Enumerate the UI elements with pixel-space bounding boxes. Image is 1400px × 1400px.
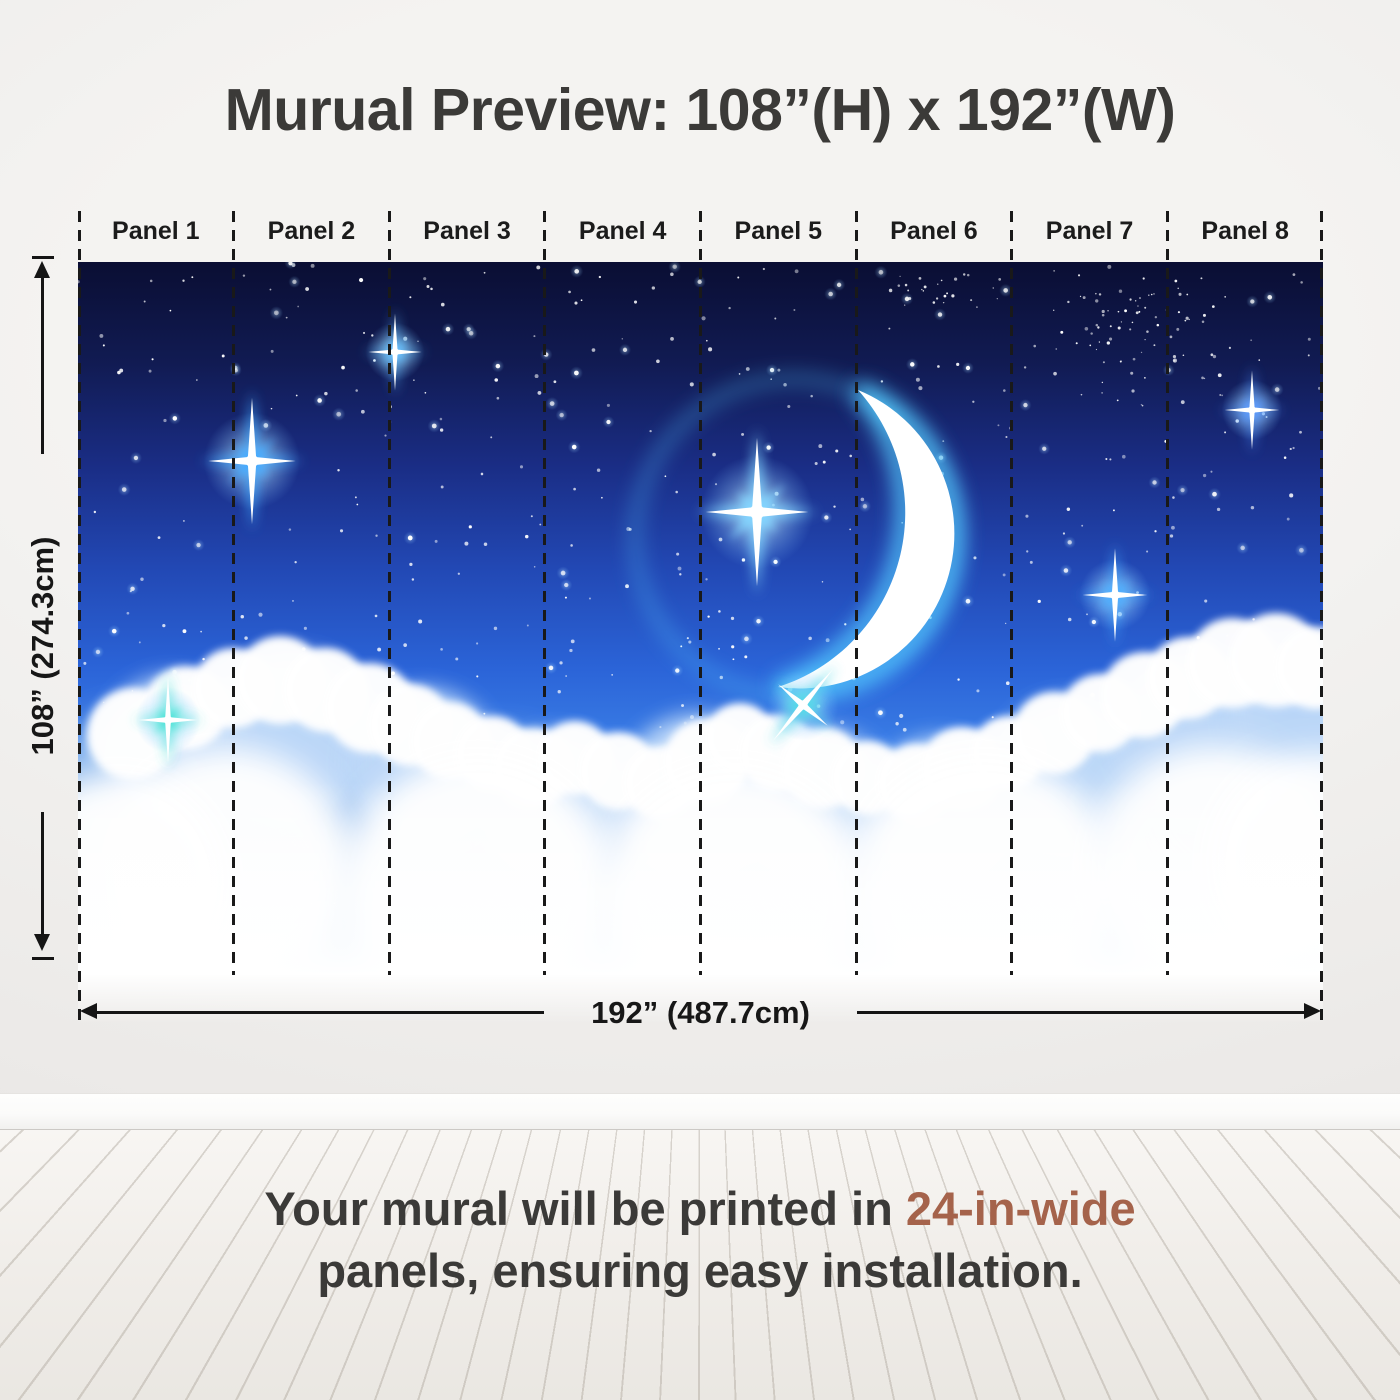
mural-preview: Panel 1 Panel 2 Panel 3 Panel 4 Panel 5 Panel… bbox=[78, 205, 1323, 1023]
mural-image bbox=[78, 262, 1323, 975]
dimension-line bbox=[41, 276, 44, 454]
arrow-down-icon bbox=[34, 934, 50, 951]
panel-label: Panel 4 bbox=[578, 217, 667, 245]
panel-label-row: Panel 1 Panel 2 Panel 3 Panel 4 Panel 5 Panel… bbox=[78, 205, 1323, 257]
dimension-tick bbox=[32, 256, 54, 259]
width-dimension-label: 192” (487.7cm) bbox=[591, 995, 810, 1030]
sparkle-star bbox=[200, 389, 304, 533]
panel-divider bbox=[543, 211, 547, 975]
dimension-tick bbox=[32, 957, 54, 960]
arrow-right-icon bbox=[1304, 1003, 1321, 1019]
panel-label: Panel 8 bbox=[1201, 217, 1289, 245]
panel-divider bbox=[232, 211, 236, 975]
mural-edge-divider bbox=[78, 211, 81, 1020]
mural-edge-divider bbox=[1320, 211, 1323, 1020]
sparkle-star bbox=[1219, 365, 1285, 455]
mural-bottom-fade bbox=[78, 973, 1323, 1023]
footer-line2: panels, ensuring easy installation. bbox=[317, 1244, 1083, 1297]
panel-divider bbox=[1010, 211, 1014, 975]
footer-line1: Your mural will be printed in 24-in-wide bbox=[264, 1182, 1136, 1235]
panel-label: Panel 1 bbox=[112, 217, 200, 245]
sparkle-star bbox=[767, 664, 839, 746]
panel-label: Panel 7 bbox=[1045, 217, 1134, 245]
panel-divider bbox=[699, 211, 702, 975]
sparkle-star bbox=[132, 671, 204, 769]
arrow-left-icon bbox=[80, 1003, 97, 1019]
wood-floor bbox=[0, 1130, 1400, 1400]
panel-label: Panel 5 bbox=[734, 217, 823, 245]
height-dimension-annotation: 108” (274.3cm) bbox=[25, 256, 68, 968]
height-dimension-label: 108” (274.3cm) bbox=[25, 536, 60, 756]
panel-label: Panel 3 bbox=[423, 217, 511, 245]
panel-divider bbox=[854, 211, 858, 975]
dimension-line bbox=[857, 1011, 1305, 1014]
panel-divider bbox=[1165, 211, 1169, 975]
sparkle-star bbox=[1076, 542, 1154, 648]
panel-label: Panel 6 bbox=[890, 217, 978, 245]
footer-note: Your mural will be printed in 24-in-wide… bbox=[0, 1178, 1400, 1302]
sparkle-star bbox=[696, 428, 818, 596]
width-dimension-annotation: 192” (487.7cm) bbox=[78, 995, 1323, 1030]
page-title: Murual Preview: 108”(H) x 192”(W) bbox=[224, 77, 1176, 143]
dimension-line bbox=[41, 812, 44, 934]
panel-label: Panel 2 bbox=[267, 217, 356, 245]
dimension-line bbox=[96, 1011, 544, 1014]
sparkle-star bbox=[363, 308, 427, 396]
panel-divider bbox=[387, 211, 391, 975]
panel-width-highlight: 24-in-wide bbox=[905, 1182, 1136, 1235]
arrow-up-icon bbox=[34, 261, 50, 278]
baseboard bbox=[0, 1093, 1400, 1130]
